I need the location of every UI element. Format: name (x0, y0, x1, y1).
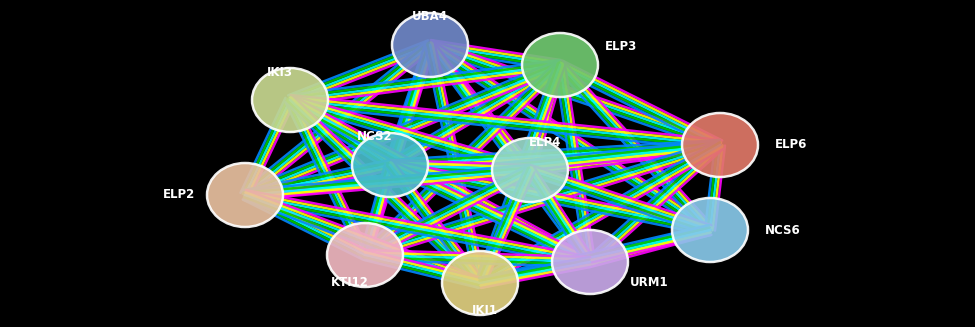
Ellipse shape (522, 33, 598, 97)
Ellipse shape (442, 251, 518, 315)
Ellipse shape (352, 133, 428, 197)
Ellipse shape (682, 113, 758, 177)
Text: IKI3: IKI3 (267, 65, 293, 78)
Text: UBA4: UBA4 (412, 10, 448, 24)
Ellipse shape (327, 223, 403, 287)
Ellipse shape (672, 198, 748, 262)
Ellipse shape (552, 230, 628, 294)
Text: ELP3: ELP3 (605, 41, 638, 54)
Text: KTI12: KTI12 (332, 277, 369, 289)
Ellipse shape (207, 163, 283, 227)
Text: URM1: URM1 (630, 276, 669, 288)
Text: NCS6: NCS6 (765, 223, 800, 236)
Text: ELP4: ELP4 (528, 135, 562, 148)
Text: IKI1: IKI1 (472, 304, 498, 318)
Text: NCS2: NCS2 (357, 130, 393, 144)
Ellipse shape (492, 138, 568, 202)
Ellipse shape (392, 13, 468, 77)
Text: ELP6: ELP6 (775, 139, 807, 151)
Text: ELP2: ELP2 (163, 188, 195, 201)
Ellipse shape (252, 68, 328, 132)
